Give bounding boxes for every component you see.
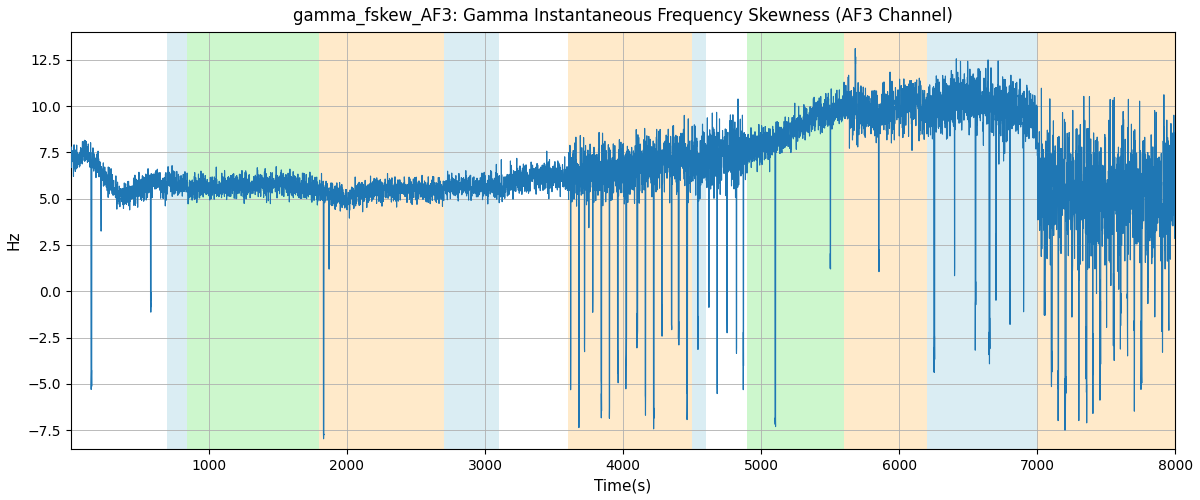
- Bar: [444, 32, 499, 449]
- X-axis label: Time(s): Time(s): [594, 478, 652, 493]
- Y-axis label: Hz: Hz: [7, 230, 22, 250]
- Bar: [692, 32, 706, 449]
- Bar: [748, 32, 844, 449]
- Title: gamma_fskew_AF3: Gamma Instantaneous Frequency Skewness (AF3 Channel): gamma_fskew_AF3: Gamma Instantaneous Fre…: [293, 7, 953, 25]
- Bar: [1037, 32, 1176, 449]
- Bar: [319, 32, 444, 449]
- Bar: [187, 32, 319, 449]
- Bar: [844, 32, 926, 449]
- Bar: [568, 32, 692, 449]
- Bar: [926, 32, 1037, 449]
- Bar: [167, 32, 187, 449]
